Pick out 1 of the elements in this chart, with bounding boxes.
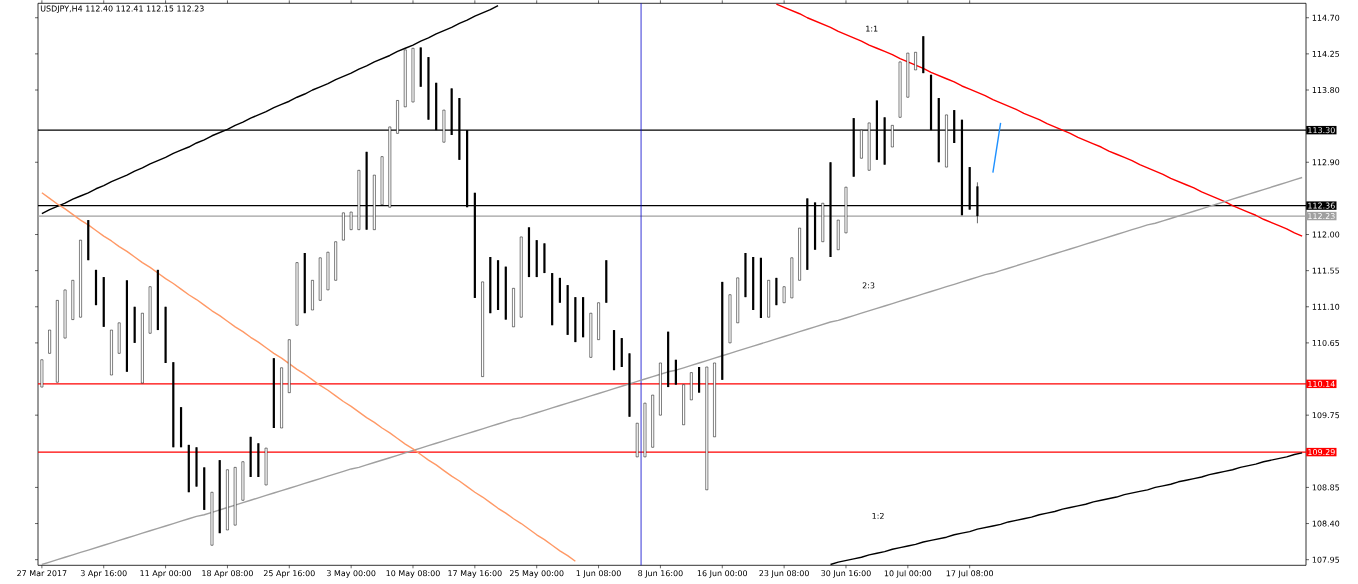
candlestick (48, 329, 51, 354)
